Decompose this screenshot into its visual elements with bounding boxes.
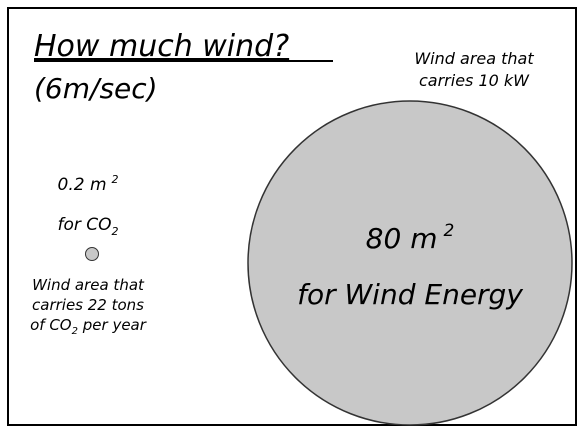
small-area: 0.2 m 2 [58,173,119,195]
title: How much wind? [34,29,289,64]
big-note-line: Wind area that [414,49,534,68]
small-purpose-sub: 2 [112,225,119,238]
big-area-sup: 2 [443,221,454,241]
small-note-line: carries 22 tons [32,296,144,314]
small-note-line: of CO2 per year [30,316,147,337]
small-purpose: for CO2 [57,215,118,238]
small-area-value: 0.2 m [58,175,107,195]
subtitle: (6m/sec) [34,72,158,105]
big-circle [247,100,573,426]
big-note-line: carries 10 kW [419,71,530,90]
big-area-value: 80 m [366,222,438,255]
small-area-sup: 2 [112,173,119,186]
small-note-post: per year [78,316,147,334]
small-note-line: Wind area that [32,276,145,294]
small-note-sub: 2 [72,326,78,337]
small-circle [85,247,99,261]
small-purpose-text: for CO [57,215,111,235]
big-purpose: for Wind Energy [297,278,523,311]
small-note-pre: of CO [30,316,72,334]
